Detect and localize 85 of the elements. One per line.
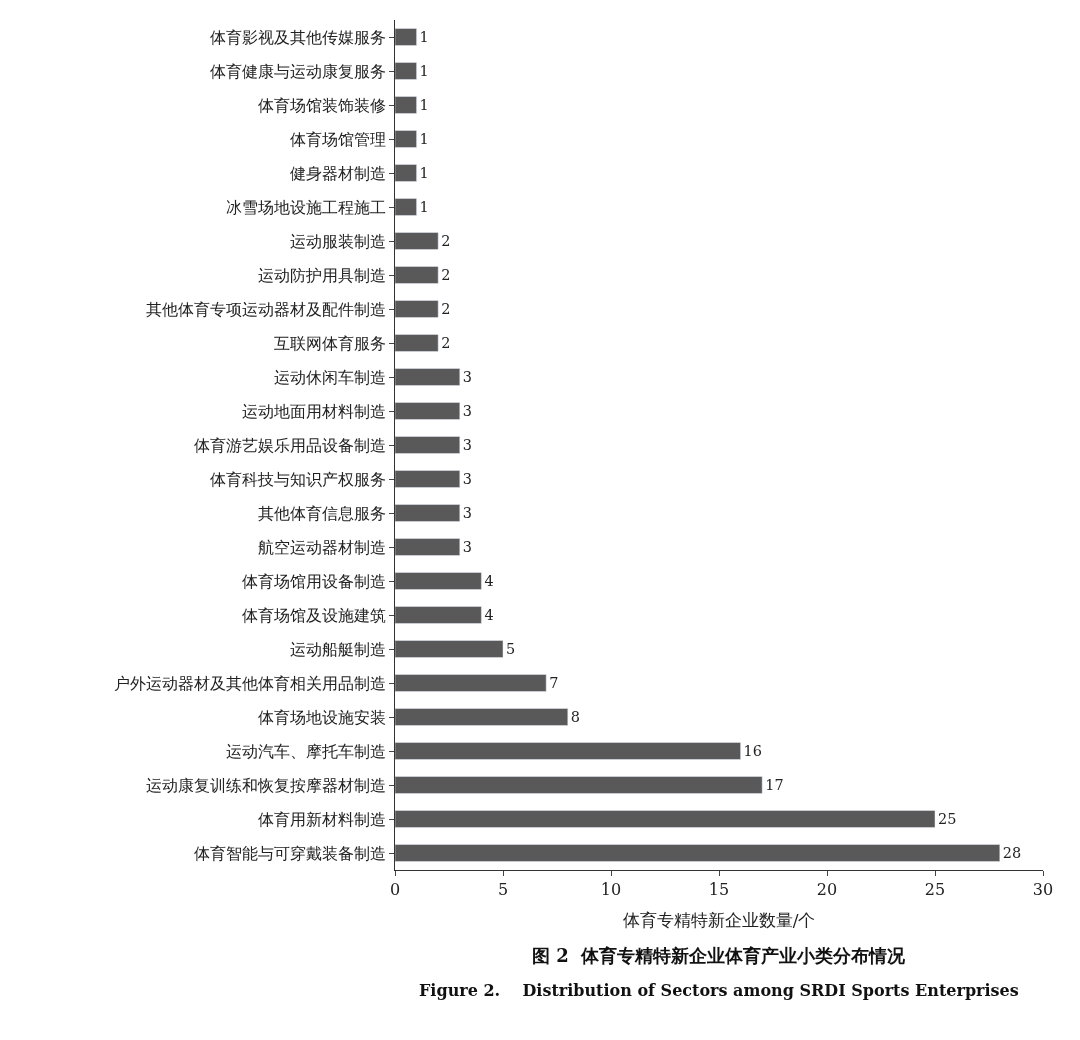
bar — [395, 198, 417, 216]
bar — [395, 776, 763, 794]
y-tick-label: 体育场馆用设备制造 — [241, 571, 386, 591]
data-label: 3 — [462, 539, 472, 556]
y-tick-label: 航空运动器材制造 — [257, 537, 386, 557]
y-tick-label: 健身器材制造 — [289, 163, 386, 183]
bar — [395, 708, 569, 726]
data-label: 28 — [1002, 845, 1022, 862]
data-label: 1 — [419, 131, 429, 148]
bar — [395, 436, 461, 454]
x-tick-label: 5 — [497, 880, 509, 900]
bar — [395, 62, 417, 80]
bar — [395, 28, 417, 46]
y-tick-label: 户外运动器材及其他体育相关用品制造 — [113, 673, 386, 693]
x-tick-label: 15 — [708, 880, 730, 900]
bar — [395, 504, 461, 522]
data-label: 8 — [570, 709, 580, 726]
bar — [395, 470, 461, 488]
y-tick-label: 其他体育信息服务 — [257, 503, 386, 523]
y-tick-label: 冰雪场地设施工程施工 — [225, 197, 386, 217]
x-tick-label: 20 — [816, 880, 838, 900]
data-label: 1 — [419, 29, 429, 46]
text: 图 2 体育专精特新企业体育产业小类分布情况 — [532, 945, 907, 966]
bar — [395, 164, 417, 182]
data-label: 1 — [419, 199, 429, 216]
data-label: 3 — [462, 369, 472, 386]
y-tick-label: 体育游艺娱乐用品设备制造 — [193, 435, 386, 455]
data-label: 2 — [441, 335, 451, 352]
x-tick-label: 25 — [924, 880, 946, 900]
data-label: 2 — [441, 233, 451, 250]
y-tick-label: 体育智能与可穿戴装备制造 — [193, 843, 386, 863]
data-label: 1 — [419, 165, 429, 182]
bar — [395, 606, 482, 624]
y-tick-label: 体育健康与运动康复服务 — [209, 61, 386, 81]
bar — [395, 538, 461, 556]
data-label: 17 — [765, 777, 784, 794]
y-tick-label: 运动船艇制造 — [289, 639, 386, 659]
data-label: 3 — [462, 471, 472, 488]
y-tick-label: 体育科技与知识产权服务 — [209, 469, 386, 489]
data-label: 1 — [419, 63, 429, 80]
bar — [395, 810, 936, 828]
y-tick-label: 运动汽车、摩托车制造 — [225, 741, 386, 761]
y-tick-label: 体育影视及其他传媒服务 — [209, 27, 386, 47]
y-tick-label: 体育场馆管理 — [289, 129, 386, 149]
bar — [395, 640, 504, 658]
data-label: 3 — [462, 505, 472, 522]
y-tick-label: 运动防护用具制造 — [257, 265, 386, 285]
bar — [395, 844, 1001, 862]
y-tick-label: 互联网体育服务 — [273, 333, 386, 353]
x-tick-label: 0 — [389, 880, 401, 900]
bar — [395, 572, 482, 590]
bar — [395, 334, 439, 352]
data-label: 16 — [743, 743, 762, 760]
y-tick-label: 运动康复训练和恢复按摩器材制造 — [145, 775, 386, 795]
y-tick-label: 运动服装制造 — [289, 231, 386, 251]
bar — [395, 742, 741, 760]
bar — [395, 402, 461, 420]
bar — [395, 130, 417, 148]
x-tick-label: 10 — [600, 880, 622, 900]
y-tick-label: 体育场馆装饰装修 — [257, 95, 386, 115]
bar — [395, 266, 439, 284]
data-label: 5 — [506, 641, 516, 658]
data-label: 2 — [441, 301, 451, 318]
text: Figure 2. Distribution of Sectors among SRDI Sports Enterprises — [419, 981, 1019, 1000]
data-label: 3 — [462, 437, 472, 454]
data-label: 4 — [484, 607, 494, 624]
y-tick-label: 运动地面用材料制造 — [241, 401, 386, 421]
data-label: 2 — [441, 267, 451, 284]
bar — [395, 674, 547, 692]
y-tick-label: 体育场地设施安装 — [257, 707, 386, 727]
data-label: 3 — [462, 403, 472, 420]
y-tick-label: 体育场馆及设施建筑 — [241, 605, 386, 625]
data-label: 1 — [419, 97, 429, 114]
bar — [395, 232, 439, 250]
data-label: 4 — [484, 573, 494, 590]
data-label: 7 — [549, 675, 559, 692]
bar — [395, 300, 439, 318]
x-tick-label: 30 — [1032, 880, 1054, 900]
bar — [395, 368, 461, 386]
bar — [395, 96, 417, 114]
y-tick-label: 其他体育专项运动器材及配件制造 — [145, 299, 386, 319]
x-axis-title: 体育专精特新企业数量/个 — [622, 909, 816, 930]
y-tick-label: 运动休闲车制造 — [273, 367, 386, 387]
y-tick-label: 体育用新材料制造 — [257, 809, 386, 829]
data-label: 25 — [938, 811, 957, 828]
